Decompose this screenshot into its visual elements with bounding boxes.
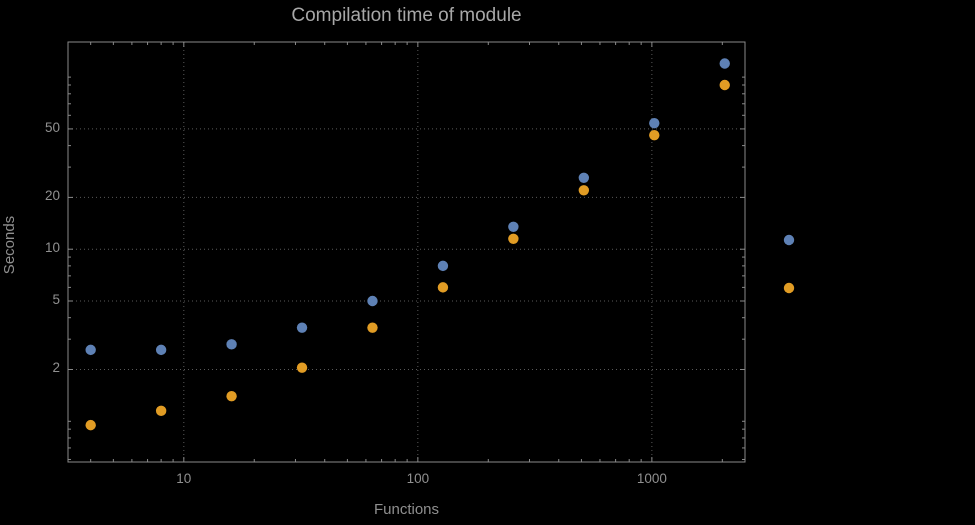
x-tick-label: 10 [176, 471, 192, 486]
data-point-series-1 [719, 58, 730, 69]
legend-marker-series-2 [783, 282, 795, 294]
y-tick-label: 5 [52, 292, 60, 307]
data-point-series-1 [85, 344, 96, 356]
data-point-series-2 [296, 362, 308, 373]
x-tick-label: 1000 [636, 471, 667, 486]
data-point-series-1 [155, 344, 167, 356]
data-point-series-2 [578, 185, 590, 196]
data-point-series-2 [226, 390, 237, 402]
data-point-series-2 [85, 419, 96, 431]
data-point-series-1 [508, 221, 519, 232]
data-point-series-2 [508, 233, 519, 244]
data-point-series-2 [367, 322, 378, 333]
x-axis-label: Functions [373, 501, 440, 518]
y-tick-label: 2 [52, 360, 60, 376]
data-point-series-2 [719, 79, 730, 91]
y-tick-label: 50 [44, 119, 60, 135]
x-tick-label: 100 [406, 471, 430, 486]
chart-title: Compilation time of module [291, 5, 522, 26]
y-tick-label: 10 [44, 240, 60, 256]
data-point-series-1 [367, 295, 378, 307]
data-point-series-1 [578, 172, 590, 183]
legend-marker-series-1 [783, 234, 795, 246]
data-point-series-1 [296, 322, 308, 333]
data-point-series-2 [649, 129, 660, 141]
data-point-series-2 [155, 405, 167, 417]
data-point-series-2 [437, 282, 449, 293]
data-point-series-1 [226, 339, 237, 350]
plot-frame [67, 41, 746, 463]
data-point-series-1 [437, 260, 449, 272]
y-tick-label: 20 [44, 188, 60, 204]
data-point-series-1 [649, 117, 660, 129]
